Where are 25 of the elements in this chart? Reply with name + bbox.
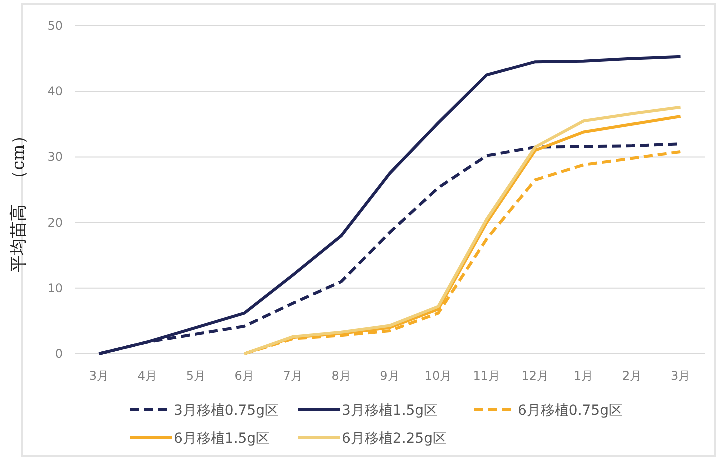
legend-label: 6月移植1.5g区 — [174, 431, 270, 447]
y-tick-label: 30 — [48, 150, 63, 164]
x-tick-label: 9月 — [380, 369, 400, 383]
x-tick-label: 4月 — [138, 369, 158, 383]
y-tick-label: 20 — [48, 216, 63, 230]
legend-label: 3月移植0.75g区 — [174, 403, 279, 419]
y-tick-label: 40 — [48, 84, 63, 99]
y-tick-label: 10 — [48, 281, 63, 296]
x-tick-label: 6月 — [234, 369, 254, 383]
y-tick-label: 0 — [55, 347, 63, 361]
x-tick-label: 7月 — [283, 369, 303, 383]
x-tick-label: 5月 — [186, 369, 206, 383]
legend-label: 3月移植1.5g区 — [342, 403, 438, 419]
x-tick-label: 12月 — [522, 369, 550, 383]
x-tick-label: 3月 — [89, 369, 110, 383]
legend-label: 6月移植0.75g区 — [518, 403, 623, 419]
x-tick-label: 3月 — [670, 369, 691, 383]
y-axis-title: 平均苗高 （cm） — [9, 128, 29, 272]
y-tick-label: 50 — [48, 19, 63, 33]
x-tick-label: 1月 — [574, 369, 594, 383]
x-tick-label: 8月 — [332, 369, 352, 383]
x-tick-label: 11月 — [473, 369, 501, 383]
x-tick-label: 2月 — [622, 369, 642, 383]
x-tick-label: 10月 — [424, 369, 452, 383]
legend-label: 6月移植2.25g区 — [342, 431, 447, 447]
